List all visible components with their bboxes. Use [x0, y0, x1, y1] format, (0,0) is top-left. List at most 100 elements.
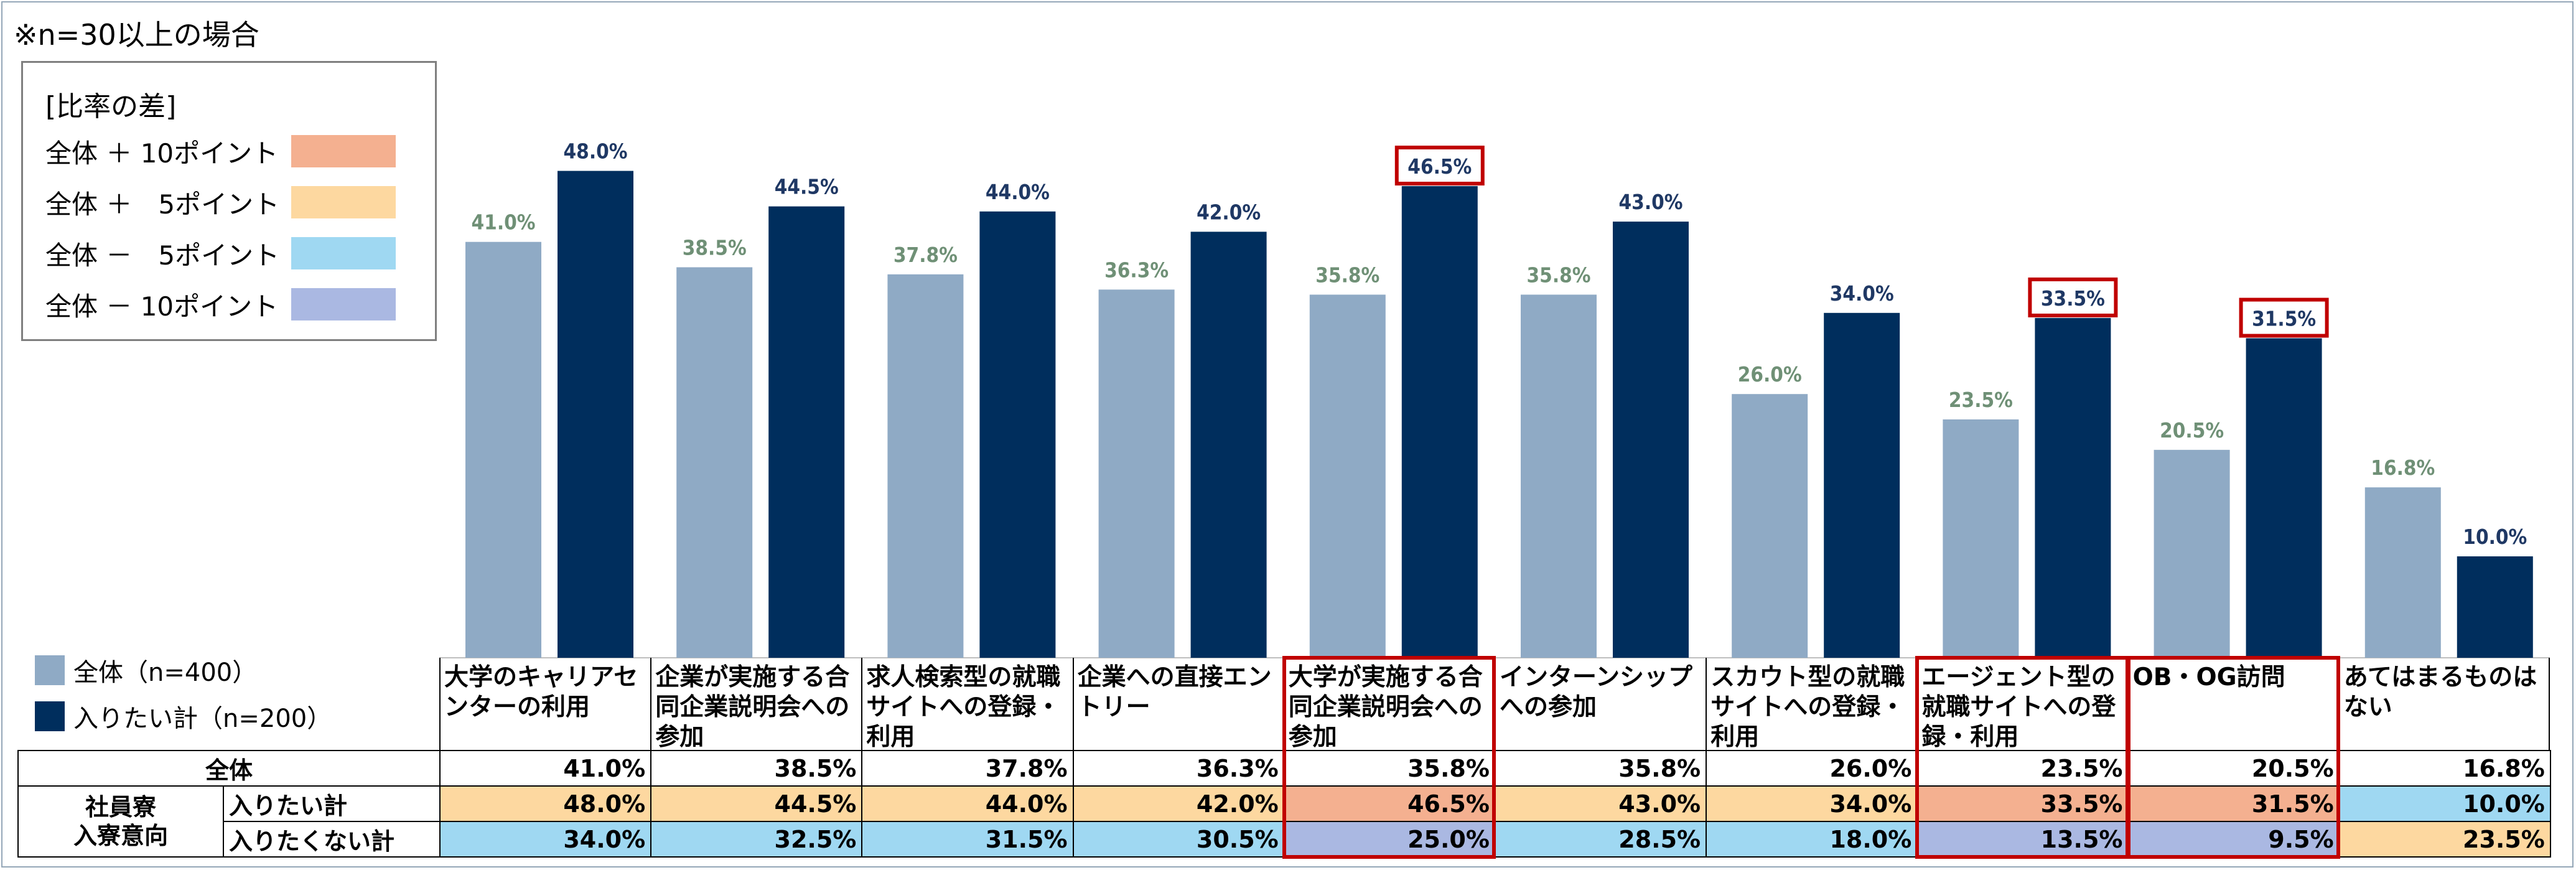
data-label-all: 38.5%	[683, 235, 747, 260]
data-label-want: 31.5%	[2252, 307, 2316, 331]
data-label-want: 48.0%	[564, 139, 628, 164]
legend-item-plus5: 全体 ＋ 5ポイント	[45, 184, 396, 221]
row-header: 全体	[17, 750, 441, 787]
table-cell: 46.5%	[1283, 785, 1496, 822]
table-cell: 30.5%	[1072, 821, 1285, 858]
table-cell: 35.8%	[1283, 750, 1496, 787]
data-label-want: 43.0%	[1619, 190, 1683, 214]
data-label-highlight-box	[1394, 146, 1485, 186]
column-highlight-box	[2126, 656, 2340, 859]
table-cell: 31.5%	[861, 821, 1074, 858]
data-label-want: 46.5%	[1407, 154, 1472, 179]
row-header: 入りたくない計	[223, 821, 441, 858]
difference-legend: [比率の差] 全体 ＋ 10ポイント 全体 ＋ 5ポイント 全体 － 5ポイント…	[21, 61, 437, 341]
data-label-all: 37.8%	[894, 243, 958, 267]
bar-chart: 41.0% 38.5% 37.8% 36.3% 35.8% 35.8% 26.0% 23.5%…	[439, 139, 2550, 658]
series-swatch-want	[35, 701, 65, 731]
data-label-all: 41.0%	[472, 210, 536, 235]
series-legend-label: 全体（n=400）	[73, 658, 258, 687]
series-legend-label: 入りたい計（n=200）	[73, 704, 332, 733]
bar-want	[768, 206, 845, 658]
data-label-highlight-box	[2239, 297, 2329, 338]
bar-all	[1521, 294, 1597, 658]
data-label-want: 34.0%	[1830, 281, 1894, 306]
data-label-all: 23.5%	[1949, 388, 2013, 412]
column-highlight-box	[1282, 656, 1496, 859]
data-label-want: 42.0%	[1197, 200, 1261, 224]
column-highlight-box	[1915, 656, 2129, 859]
data-table: 全体 41.0% 38.5% 37.8% 36.3% 35.8% 35.8% 26.0% 23.…	[17, 750, 2551, 858]
category-label: インターンシップ への参加	[1495, 658, 1706, 750]
table-cell: 38.5%	[650, 750, 863, 787]
data-label-want: 10.0%	[2463, 525, 2527, 549]
legend-item-label: 全体 ＋ 5ポイント	[45, 189, 280, 220]
table-row: 入りたくない計 34.0% 32.5% 31.5% 30.5% 25.0% 28.5% 18.…	[18, 821, 2551, 858]
table-cell: 37.8%	[861, 750, 1074, 787]
legend-item-plus10: 全体 ＋ 10ポイント	[45, 133, 396, 170]
data-label-all: 36.3%	[1104, 258, 1169, 282]
difference-legend-title: [比率の差]	[45, 91, 177, 123]
bar-want	[1190, 232, 1267, 658]
table-cell: 18.0%	[1706, 821, 1918, 858]
data-label-want: 44.0%	[986, 180, 1050, 204]
legend-swatch	[291, 237, 396, 269]
table-cell: 9.5%	[2127, 821, 2340, 858]
data-label-all: 16.8%	[2371, 456, 2435, 480]
table-cell: 16.8%	[2338, 750, 2551, 787]
table-cell: 13.5%	[1916, 821, 2129, 858]
row-header: 入りたい計	[223, 785, 441, 822]
data-label-all: 26.0%	[1738, 362, 1802, 386]
series-legend-want: 入りたい計（n=200）	[35, 698, 332, 734]
table-cell: 33.5%	[1916, 785, 2129, 822]
bar-want	[2035, 317, 2111, 658]
category-label: 大学が実施する合 同企業説明会への 参加	[1283, 658, 1495, 750]
bar-all	[2154, 449, 2230, 658]
bar-all	[1098, 289, 1175, 658]
data-label-highlight-box	[2028, 277, 2118, 317]
category-label: 企業への直接エン トリー	[1072, 658, 1284, 750]
bar-all	[1732, 394, 1808, 658]
category-label: スカウト型の就職 サイトへの登録・ 利用	[1706, 658, 1916, 750]
table-cell: 35.8%	[1494, 750, 1707, 787]
table-cell: 20.5%	[2127, 750, 2340, 787]
table-cell: 36.3%	[1072, 750, 1285, 787]
table-cell: 44.5%	[650, 785, 863, 822]
bar-want	[1401, 186, 1478, 658]
category-label: あてはまるものは ない	[2338, 658, 2550, 750]
bar-all	[2364, 487, 2441, 658]
table-cell: 28.5%	[1494, 821, 1707, 858]
bar-all	[887, 274, 964, 658]
data-label-all: 20.5%	[2160, 418, 2224, 442]
bar-want	[558, 171, 633, 658]
table-cell: 10.0%	[2338, 785, 2551, 822]
table-row: 社員寮 入寮意向 入りたい計 48.0% 44.5% 44.0% 42.0% 46.5% 43.…	[17, 785, 2551, 858]
bar-all	[1943, 419, 2019, 658]
bar-want	[1613, 222, 1689, 658]
legend-swatch	[291, 288, 396, 320]
series-swatch-all	[35, 655, 65, 685]
category-label: 企業が実施する合 同企業説明会への 参加	[650, 658, 861, 750]
category-label: 大学のキャリアセ ンターの利用	[439, 658, 650, 750]
category-label: 求人検索型の就職 サイトへの登録・ 利用	[861, 658, 1072, 750]
sample-size-note: ※n=30以上の場合	[14, 18, 259, 52]
table-cell: 41.0%	[439, 750, 652, 787]
table-cell: 25.0%	[1283, 821, 1496, 858]
legend-item-label: 全体 － 10ポイント	[45, 291, 279, 322]
bar-want	[1824, 312, 1900, 658]
data-label-all: 35.8%	[1315, 263, 1379, 287]
category-label: エージェント型の 就職サイトへの登 録・利用	[1916, 658, 2127, 750]
table-cell: 34.0%	[439, 821, 652, 858]
row-group-header: 社員寮 入寮意向	[17, 785, 224, 858]
table-cell: 34.0%	[1706, 785, 1918, 822]
legend-swatch	[291, 186, 396, 218]
table-cell: 23.5%	[2338, 821, 2551, 858]
table-row: 全体 41.0% 38.5% 37.8% 36.3% 35.8% 35.8% 26.0% 23.…	[17, 750, 2551, 787]
table-cell: 26.0%	[1706, 750, 1918, 787]
legend-item-label: 全体 － 5ポイント	[45, 240, 280, 271]
bar-want	[2457, 556, 2533, 658]
table-cell: 42.0%	[1072, 785, 1285, 822]
data-label-all: 35.8%	[1527, 263, 1591, 287]
legend-item-minus5: 全体 － 5ポイント	[45, 235, 396, 272]
legend-item-label: 全体 ＋ 10ポイント	[45, 138, 279, 169]
bar-want	[2246, 338, 2322, 658]
